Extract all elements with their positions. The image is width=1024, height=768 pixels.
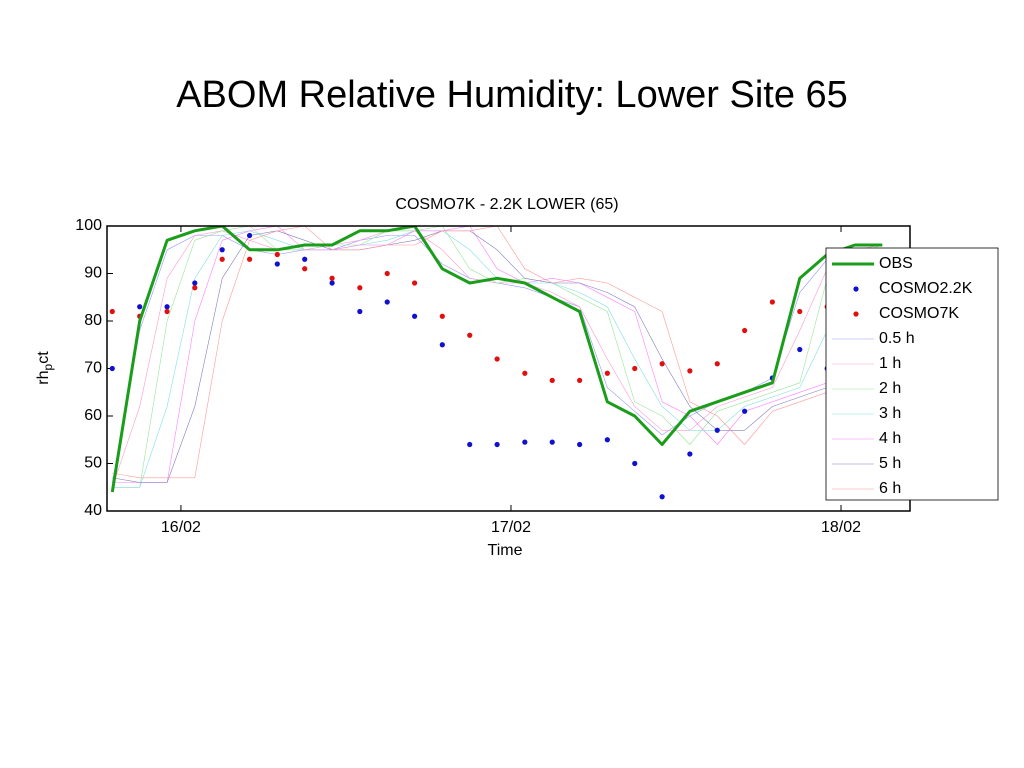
data-point bbox=[769, 299, 775, 305]
data-point bbox=[412, 313, 418, 319]
data-point bbox=[246, 256, 253, 262]
series-line bbox=[112, 230, 883, 483]
data-point bbox=[274, 251, 280, 258]
data-point bbox=[714, 427, 720, 433]
data-point bbox=[439, 342, 445, 348]
data-point bbox=[659, 494, 665, 500]
data-point bbox=[659, 361, 665, 367]
data-point bbox=[109, 308, 115, 315]
series-line bbox=[112, 226, 883, 483]
chart-title: COSMO7K - 2.2K LOWER (65) bbox=[395, 196, 618, 213]
data-point bbox=[192, 285, 198, 291]
data-point bbox=[219, 256, 225, 262]
data-point bbox=[467, 332, 473, 338]
y-tick-label: 50 bbox=[84, 455, 102, 472]
data-point bbox=[302, 256, 308, 262]
legend-label: COSMO2.2K bbox=[879, 280, 973, 297]
data-point bbox=[522, 439, 528, 445]
legend-label: 0.5 h bbox=[879, 330, 915, 347]
data-point bbox=[384, 270, 390, 277]
data-point bbox=[604, 437, 610, 443]
data-point bbox=[137, 304, 143, 310]
data-point bbox=[164, 308, 170, 315]
data-point bbox=[797, 346, 803, 353]
data-point bbox=[384, 299, 390, 305]
legend-marker bbox=[853, 311, 859, 317]
legend-label: COSMO7K bbox=[879, 305, 959, 322]
data-point bbox=[494, 356, 500, 362]
data-point bbox=[522, 370, 528, 376]
y-tick-label: 100 bbox=[75, 217, 102, 234]
data-point bbox=[797, 308, 803, 315]
data-point bbox=[549, 439, 555, 445]
legend-label: 1 h bbox=[879, 355, 901, 372]
series-line bbox=[112, 226, 883, 488]
data-point bbox=[742, 408, 748, 414]
x-tick-label: 16/02 bbox=[161, 519, 201, 536]
legend-label: 6 h bbox=[879, 480, 901, 497]
series-line bbox=[112, 226, 883, 479]
data-point bbox=[274, 261, 280, 267]
data-point bbox=[192, 280, 198, 286]
data-point bbox=[687, 368, 693, 374]
slide-title: ABOM Relative Humidity: Lower Site 65 bbox=[176, 74, 848, 116]
data-point bbox=[577, 377, 583, 383]
data-point bbox=[604, 370, 610, 376]
y-tick-label: 80 bbox=[84, 312, 102, 329]
data-point bbox=[687, 451, 693, 457]
y-axis-label: rhpct bbox=[35, 351, 55, 385]
plot-area bbox=[109, 226, 885, 500]
data-point bbox=[467, 441, 473, 448]
data-point bbox=[494, 441, 500, 448]
data-point bbox=[329, 280, 335, 286]
data-point bbox=[632, 365, 638, 372]
data-point bbox=[246, 232, 253, 239]
data-point bbox=[439, 313, 445, 319]
data-point bbox=[577, 441, 583, 448]
data-point bbox=[109, 365, 115, 372]
y-tick-label: 90 bbox=[84, 265, 102, 282]
x-tick-label: 18/02 bbox=[821, 519, 861, 536]
data-point bbox=[329, 275, 335, 281]
legend-label: 2 h bbox=[879, 380, 901, 397]
series-line bbox=[110, 226, 883, 493]
data-point bbox=[742, 327, 748, 334]
legend-marker bbox=[853, 286, 859, 292]
data-point bbox=[219, 247, 225, 253]
data-point bbox=[549, 377, 555, 383]
data-point bbox=[357, 308, 363, 315]
data-point bbox=[357, 285, 363, 291]
legend-label: 5 h bbox=[879, 455, 901, 472]
legend-label: OBS bbox=[879, 255, 913, 272]
y-tick-label: 60 bbox=[84, 407, 102, 424]
data-point bbox=[412, 280, 418, 286]
legend-label: 4 h bbox=[879, 430, 901, 447]
x-axis-label: Time bbox=[488, 542, 523, 559]
data-point bbox=[714, 361, 720, 367]
data-point bbox=[302, 266, 308, 272]
data-point bbox=[164, 304, 170, 310]
y-tick-label: 70 bbox=[84, 360, 102, 377]
data-point bbox=[632, 460, 638, 467]
y-tick-label: 40 bbox=[84, 502, 102, 519]
x-tick-label: 17/02 bbox=[491, 519, 531, 536]
legend-label: 3 h bbox=[879, 405, 901, 422]
